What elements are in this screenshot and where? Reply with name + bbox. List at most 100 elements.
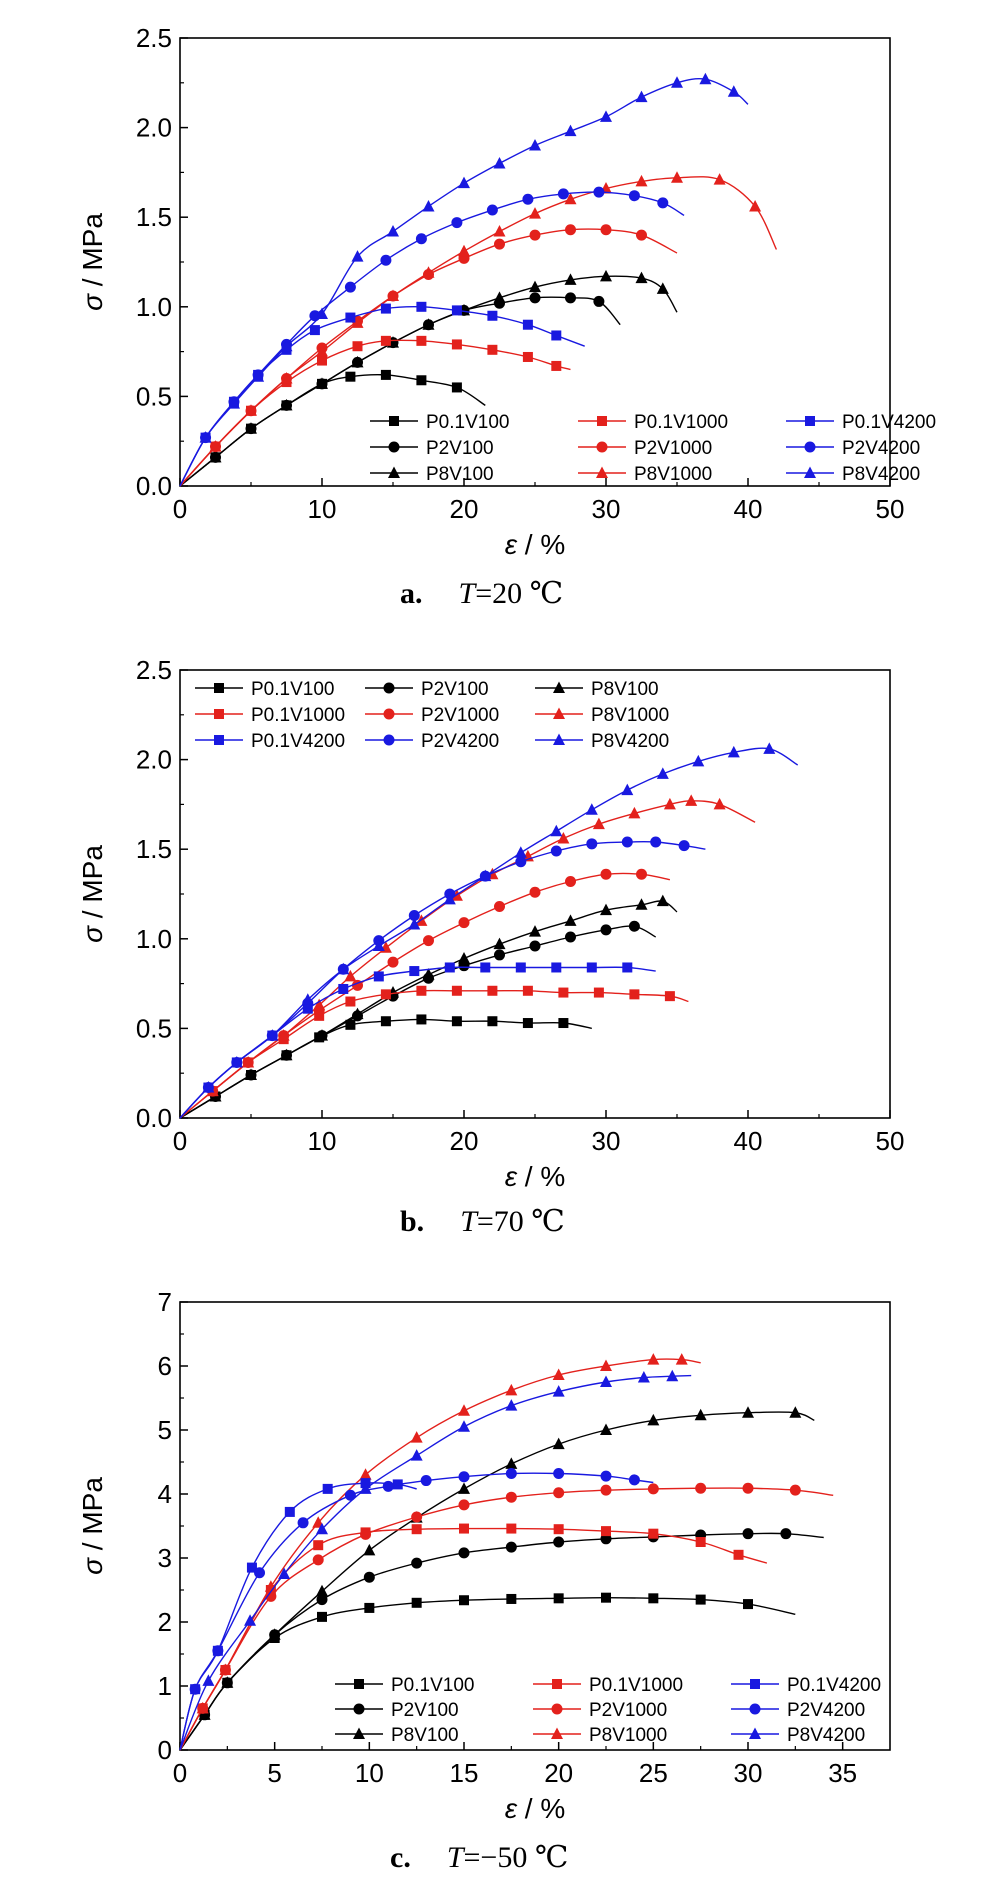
data-point [246, 1562, 257, 1573]
y-tick-label: 1.0 [136, 292, 172, 322]
data-point [202, 1081, 215, 1093]
data-point [451, 382, 462, 393]
data-point [629, 989, 640, 1000]
chart-panel-b: 0 10 20 30 40 50 0.0 0.5 1.0 1.5 2.0 2.5 ε / % σ / MP… [77, 655, 904, 1238]
series-P2V4200 [179, 186, 685, 487]
data-point [458, 952, 470, 964]
legend-marker [551, 1727, 563, 1739]
data-point [600, 110, 612, 122]
data-point [727, 745, 740, 758]
y-tick-label: 1 [158, 1671, 172, 1701]
data-point [458, 1420, 470, 1432]
x-axis-title: ε / % [505, 1161, 566, 1192]
x-axis-variable: ε [505, 1793, 518, 1824]
data-point [601, 1526, 611, 1537]
legend-item: P8V1000 [533, 1725, 667, 1746]
legend-item: P0.1V100 [195, 679, 334, 700]
data-point [494, 949, 505, 961]
data-point [515, 962, 526, 973]
data-point [553, 1487, 565, 1499]
y-axis-variable: σ [77, 925, 108, 943]
data-point [451, 985, 462, 996]
series-line [179, 1596, 796, 1751]
data-point [254, 1567, 266, 1579]
data-point [245, 1068, 257, 1080]
data-point [506, 1593, 517, 1604]
legend-label: P8V100 [591, 679, 659, 700]
legend-item: P0.1V1000 [533, 1675, 683, 1696]
data-point [742, 1528, 754, 1540]
legend-marker [214, 709, 224, 719]
legend-item: P8V4200 [731, 1725, 865, 1746]
series-P2V4200 [179, 1468, 654, 1751]
legend-label: P2V100 [426, 438, 494, 459]
data-point [565, 931, 576, 943]
data-point [514, 846, 527, 858]
x-tick-label: 15 [450, 1758, 479, 1788]
data-point [278, 1567, 291, 1579]
x-tick-label: 20 [544, 1758, 573, 1788]
data-point [601, 1592, 611, 1603]
x-tick-label: 30 [592, 1126, 621, 1156]
y-tick-label: 0.5 [136, 1013, 172, 1043]
data-point [209, 440, 222, 452]
legend-item: P2V4200 [365, 731, 499, 752]
legend-marker [553, 733, 565, 745]
caption-letter: c. [390, 1841, 411, 1874]
data-point [749, 199, 762, 212]
data-point [264, 1580, 277, 1592]
data-point [487, 310, 498, 321]
legend-label: P8V1000 [634, 464, 712, 485]
data-point [416, 1014, 427, 1025]
data-point [344, 281, 356, 293]
data-point [313, 1540, 324, 1551]
legend-marker [552, 1679, 562, 1689]
series-P8V100 [179, 269, 678, 487]
data-point [337, 962, 350, 975]
data-point [506, 1523, 517, 1534]
data-point [242, 1055, 255, 1068]
legend-item: P0.1V4200 [731, 1675, 881, 1696]
data-point [363, 1571, 375, 1583]
data-point [628, 920, 640, 932]
data-point [359, 1468, 372, 1480]
legend-label: P8V4200 [591, 731, 669, 752]
legend-marker [214, 735, 224, 745]
data-point [359, 1482, 372, 1494]
data-point [382, 1480, 394, 1492]
data-point [552, 1385, 565, 1397]
data-point [451, 305, 462, 316]
data-point [727, 85, 740, 97]
data-point [451, 339, 462, 350]
legend-label: P0.1V1000 [251, 705, 345, 726]
data-point [635, 271, 648, 284]
legend-marker [804, 466, 816, 478]
data-point [297, 1517, 309, 1529]
data-point [416, 335, 427, 346]
data-point [695, 1482, 707, 1494]
y-axis-variable: σ [77, 1557, 108, 1575]
data-point [586, 962, 597, 973]
data-point [628, 190, 640, 202]
legend-marker [383, 734, 395, 746]
data-point [637, 1371, 650, 1383]
data-point [422, 266, 435, 278]
data-point [522, 1018, 533, 1029]
legend-item: P2V1000 [365, 705, 499, 726]
data-point [458, 1482, 470, 1494]
data-point [553, 1524, 564, 1535]
series-P2V4200 [179, 836, 706, 1119]
data-point [552, 1437, 565, 1450]
x-tick-label: 25 [639, 1758, 668, 1788]
data-point [685, 794, 698, 806]
legend-label: P0.1V100 [426, 412, 509, 433]
data-point [505, 1383, 518, 1396]
legend-item: P2V100 [370, 438, 494, 459]
legend-label: P2V1000 [421, 705, 499, 726]
data-point [600, 224, 612, 236]
y-tick-label: 2.5 [136, 655, 172, 685]
legend-marker [388, 466, 400, 478]
legend-item: P8V1000 [578, 464, 712, 485]
data-point [487, 985, 498, 996]
